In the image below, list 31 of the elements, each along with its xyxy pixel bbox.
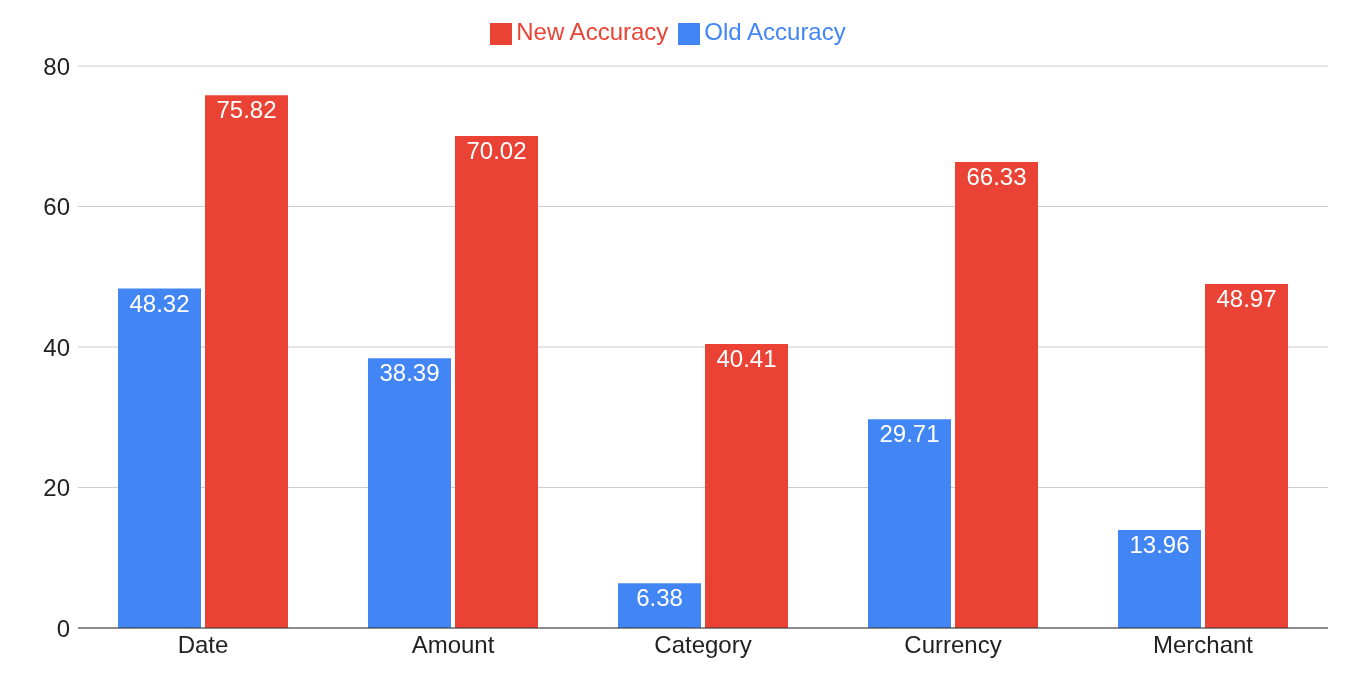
- y-tick-label: 40: [43, 333, 70, 361]
- bar: [205, 95, 288, 628]
- data-label: 48.32: [129, 289, 190, 317]
- x-tick-label: Date: [177, 631, 229, 659]
- y-tick-label: 80: [43, 52, 70, 80]
- bar: [1205, 283, 1288, 628]
- data-label: 13.96: [1129, 530, 1190, 558]
- bar: [368, 358, 451, 628]
- y-tick-label: 0: [56, 614, 70, 642]
- data-label: 6.38: [636, 584, 683, 612]
- data-label: 38.39: [379, 359, 440, 387]
- x-tick-label: Amount: [411, 631, 495, 659]
- bar: [955, 162, 1038, 628]
- bar: [705, 344, 788, 628]
- legend-label: New Accuracy: [516, 18, 669, 45]
- data-label: 29.71: [879, 420, 940, 448]
- x-tick-label: Currency: [904, 631, 1002, 659]
- bar: [1118, 529, 1201, 628]
- y-tick-label: 20: [43, 474, 70, 502]
- y-tick-label: 60: [43, 193, 70, 221]
- x-tick-label: Category: [654, 631, 752, 659]
- legend-label: Old Accuracy: [704, 18, 846, 45]
- data-label: 48.97: [1216, 285, 1277, 313]
- data-label: 40.41: [716, 345, 777, 373]
- data-label: 66.33: [966, 163, 1027, 191]
- data-label: 75.82: [216, 96, 277, 124]
- bar: [118, 288, 201, 628]
- x-tick-label: Merchant: [1152, 631, 1254, 659]
- bar: [868, 419, 951, 628]
- bar: [455, 136, 538, 628]
- data-label: 70.02: [466, 137, 527, 165]
